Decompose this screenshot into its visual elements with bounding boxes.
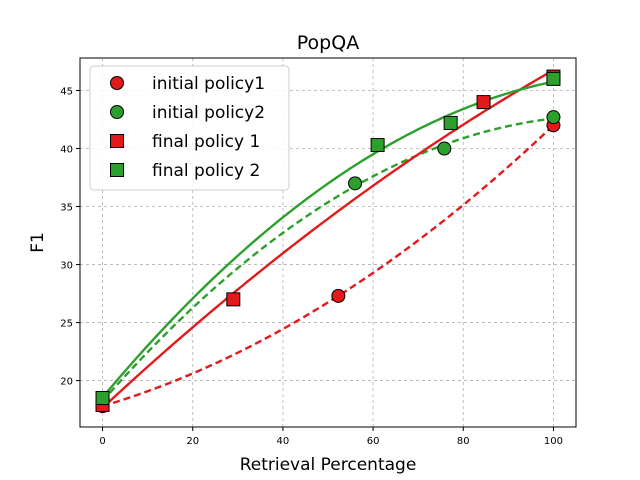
data-point-series-4 xyxy=(546,71,561,86)
data-point-series-2 xyxy=(437,141,452,156)
y-tick-label: 40 xyxy=(60,145,73,156)
fit-line-3 xyxy=(101,69,555,409)
y-tick-label: 30 xyxy=(60,261,73,272)
plot-frame xyxy=(79,57,577,428)
legend: initial policy1 initial policy2 final poli… xyxy=(89,65,290,191)
data-point-series-2 xyxy=(348,176,363,191)
data-point-series-4 xyxy=(95,390,110,405)
y-axis-label: F1 xyxy=(28,232,48,253)
x-tick-label: 20 xyxy=(186,436,199,447)
data-point-series-1 xyxy=(331,288,346,303)
data-point-series-2 xyxy=(546,110,561,125)
legend-marker xyxy=(110,105,124,119)
legend-marker xyxy=(110,163,124,177)
data-point-series-4 xyxy=(443,115,458,130)
data-points xyxy=(95,69,561,414)
legend-label: final policy 2 xyxy=(152,161,260,181)
chart-title: PopQA xyxy=(297,32,359,54)
x-tick-label: 60 xyxy=(367,436,380,447)
y-tick-label: 20 xyxy=(60,377,73,388)
y-tick-label: 25 xyxy=(60,319,73,330)
data-point-series-3 xyxy=(476,95,491,110)
data-point-series-4 xyxy=(370,138,385,153)
y-tick-label: 45 xyxy=(60,86,73,97)
x-axis-label: Retrieval Percentage xyxy=(240,455,417,475)
legend-label: final policy 1 xyxy=(152,132,260,152)
fit-line-1 xyxy=(102,124,555,408)
x-tick-label: 40 xyxy=(277,436,290,447)
axis-ticks: 0 20 40 60 80 100 20 25 30 35 40 45 xyxy=(60,86,563,447)
legend-label: initial policy2 xyxy=(152,103,265,123)
legend-label: initial policy1 xyxy=(152,74,265,94)
y-tick-label: 35 xyxy=(60,203,73,214)
x-tick-label: 80 xyxy=(457,436,470,447)
x-tick-label: 100 xyxy=(544,436,563,447)
data-point-series-3 xyxy=(226,292,241,307)
legend-marker xyxy=(110,134,124,148)
legend-marker xyxy=(110,76,124,90)
legend-box xyxy=(89,65,290,191)
x-tick-label: 0 xyxy=(99,436,105,447)
fit-line-2 xyxy=(101,117,554,402)
